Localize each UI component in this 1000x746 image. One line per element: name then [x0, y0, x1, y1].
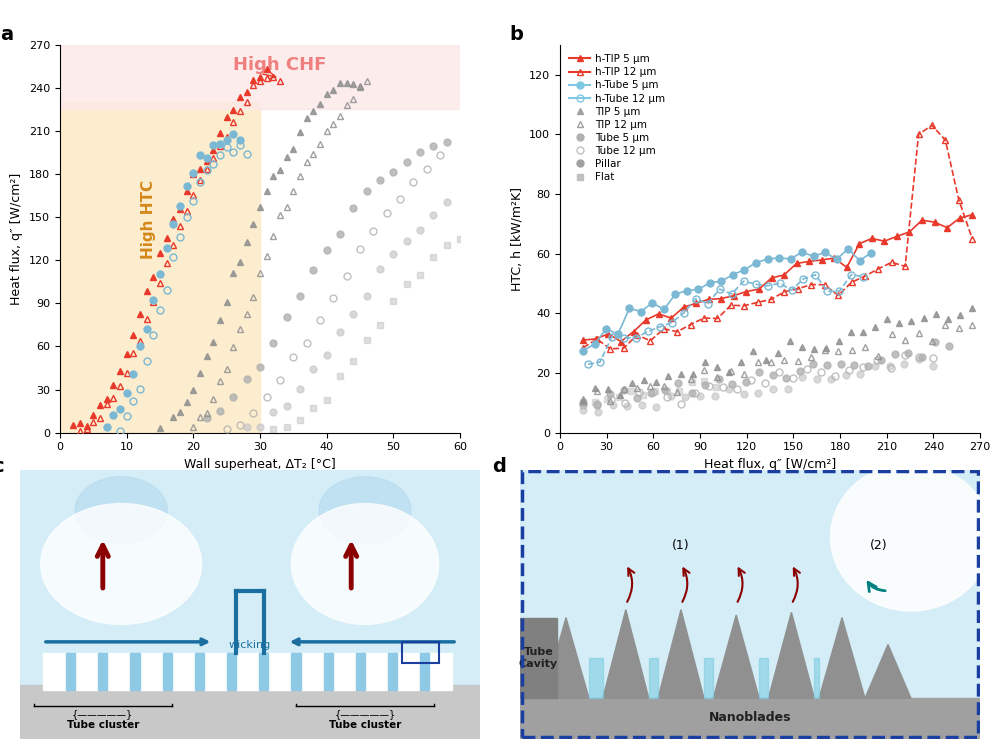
Text: a: a	[0, 25, 13, 44]
Polygon shape	[388, 653, 397, 690]
Text: {—————}: {—————}	[334, 709, 396, 719]
Polygon shape	[20, 685, 480, 739]
Polygon shape	[865, 645, 911, 698]
Ellipse shape	[830, 463, 992, 611]
Polygon shape	[365, 653, 388, 690]
Polygon shape	[20, 470, 480, 739]
Polygon shape	[268, 653, 291, 690]
Text: b: b	[510, 25, 523, 44]
Bar	[402, 642, 439, 663]
Text: Tube
Cavity: Tube Cavity	[519, 648, 558, 668]
Legend: h-TIP 5 μm, h-TIP 12 μm, h-Tube 5 μm, h-Tube 12 μm, TIP 5 μm, TIP 12 μm, Tube 5 : h-TIP 5 μm, h-TIP 12 μm, h-Tube 5 μm, h-…	[565, 50, 670, 186]
Polygon shape	[649, 658, 658, 698]
Polygon shape	[356, 653, 365, 690]
Text: High HTC: High HTC	[140, 180, 156, 259]
Polygon shape	[397, 653, 420, 690]
Polygon shape	[814, 658, 819, 698]
Text: c: c	[0, 457, 4, 475]
Polygon shape	[236, 653, 259, 690]
Polygon shape	[589, 658, 603, 698]
Polygon shape	[603, 609, 649, 698]
Y-axis label: HTC, h [kW/m²K]: HTC, h [kW/m²K]	[511, 186, 524, 291]
Y-axis label: Heat flux, q″ [W/cm²]: Heat flux, q″ [W/cm²]	[10, 172, 23, 305]
Ellipse shape	[291, 504, 439, 624]
Polygon shape	[704, 658, 713, 698]
Polygon shape	[301, 653, 324, 690]
Bar	[60, 102, 260, 433]
Polygon shape	[291, 653, 301, 690]
Polygon shape	[98, 653, 107, 690]
Bar	[60, 45, 460, 110]
Polygon shape	[259, 653, 268, 690]
Polygon shape	[759, 658, 768, 698]
Polygon shape	[140, 653, 163, 690]
Text: wicking: wicking	[229, 640, 271, 650]
Polygon shape	[324, 653, 333, 690]
Polygon shape	[520, 618, 557, 698]
Polygon shape	[204, 653, 227, 690]
Polygon shape	[333, 653, 356, 690]
Polygon shape	[75, 653, 98, 690]
X-axis label: Wall superheat, ΔT₂ [°C]: Wall superheat, ΔT₂ [°C]	[184, 458, 336, 471]
Polygon shape	[107, 653, 130, 690]
Polygon shape	[543, 618, 589, 698]
Polygon shape	[66, 653, 75, 690]
Polygon shape	[768, 612, 814, 698]
Polygon shape	[163, 653, 172, 690]
Text: {—————}: {—————}	[72, 709, 133, 719]
Polygon shape	[420, 653, 429, 690]
Text: Tube cluster: Tube cluster	[329, 720, 401, 730]
Polygon shape	[520, 470, 980, 739]
Polygon shape	[429, 653, 452, 690]
Ellipse shape	[41, 504, 202, 624]
Polygon shape	[172, 653, 195, 690]
Ellipse shape	[319, 477, 411, 544]
Text: Nanoblades: Nanoblades	[709, 710, 791, 724]
Polygon shape	[227, 653, 236, 690]
Polygon shape	[819, 618, 865, 698]
Text: (2): (2)	[870, 539, 888, 552]
X-axis label: Heat flux, q″ [W/cm²]: Heat flux, q″ [W/cm²]	[704, 458, 836, 471]
Text: Tube cluster: Tube cluster	[67, 720, 139, 730]
Text: d: d	[492, 457, 506, 475]
Text: High CHF: High CHF	[233, 57, 327, 75]
Polygon shape	[43, 653, 66, 690]
Polygon shape	[658, 609, 704, 698]
Text: (1): (1)	[672, 539, 690, 552]
Polygon shape	[520, 698, 980, 739]
Ellipse shape	[75, 477, 167, 544]
Polygon shape	[713, 615, 759, 698]
Polygon shape	[195, 653, 204, 690]
Polygon shape	[130, 653, 140, 690]
